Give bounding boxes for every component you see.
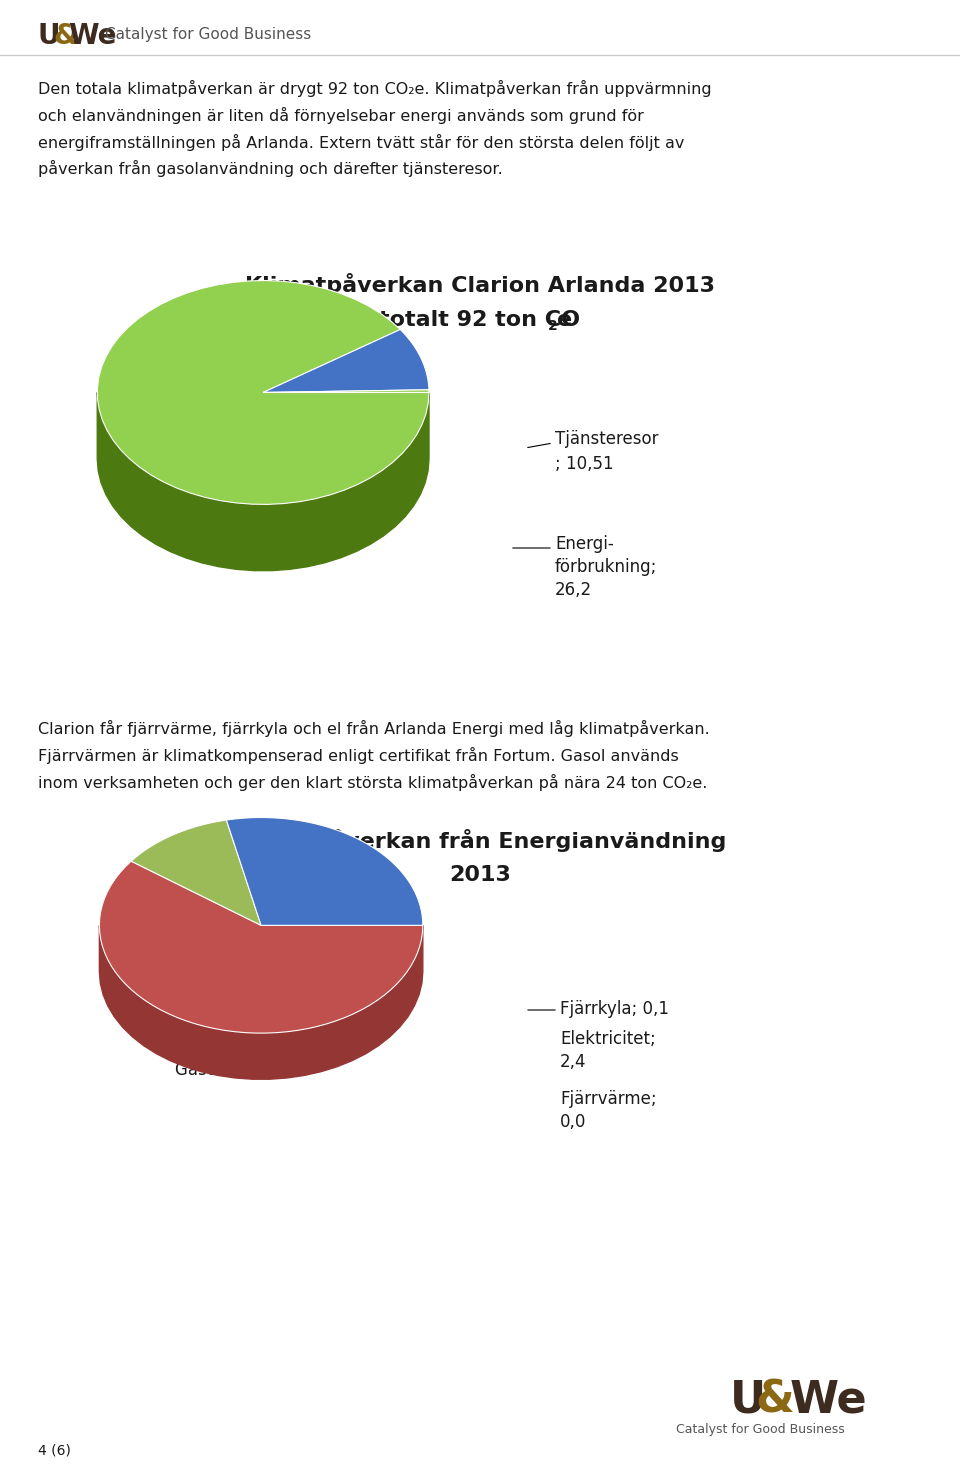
Polygon shape <box>263 390 429 392</box>
Text: Gasol; 23,8: Gasol; 23,8 <box>175 1060 270 1080</box>
Text: &: & <box>53 22 77 50</box>
Text: We: We <box>790 1379 868 1422</box>
Text: &: & <box>755 1379 794 1422</box>
Text: Fjärrvärme;: Fjärrvärme; <box>560 1090 657 1108</box>
Text: Klimatpåverkan från Energianvändning: Klimatpåverkan från Energianvändning <box>233 828 727 852</box>
Text: 0,0: 0,0 <box>560 1114 587 1131</box>
Polygon shape <box>97 392 429 570</box>
Text: U: U <box>38 22 60 50</box>
Polygon shape <box>263 329 429 392</box>
Polygon shape <box>100 926 422 1080</box>
Text: Energi-: Energi- <box>555 535 613 552</box>
Text: ; 10,51: ; 10,51 <box>555 455 613 472</box>
Polygon shape <box>97 280 429 505</box>
Text: Fjärrkyla; 0,1: Fjärrkyla; 0,1 <box>560 1000 669 1017</box>
Text: Catalyst for Good Business: Catalyst for Good Business <box>676 1423 845 1437</box>
Text: U: U <box>730 1379 766 1422</box>
Text: 2013: 2013 <box>449 865 511 886</box>
Text: totalt 92 ton CO: totalt 92 ton CO <box>379 310 581 330</box>
Text: Tjänsteresor: Tjänsteresor <box>555 429 659 447</box>
Polygon shape <box>227 818 422 926</box>
Text: Elektricitet;: Elektricitet; <box>560 1029 656 1049</box>
Text: Den totala klimatpåverkan är drygt 92 ton CO₂e. Klimatpåverkan från uppvärmning
: Den totala klimatpåverkan är drygt 92 to… <box>38 80 711 178</box>
Text: 2,4: 2,4 <box>560 1053 587 1071</box>
Text: 2: 2 <box>548 318 558 333</box>
Text: e: e <box>557 310 572 330</box>
Text: Tvätt; 55,4: Tvätt; 55,4 <box>195 481 286 499</box>
Text: 4 (6): 4 (6) <box>38 1442 71 1457</box>
Text: Klimatpåverkan Clarion Arlanda 2013: Klimatpåverkan Clarion Arlanda 2013 <box>245 274 715 296</box>
Text: 26,2: 26,2 <box>555 581 592 598</box>
Polygon shape <box>132 820 261 926</box>
Text: Clarion får fjärrvärme, fjärrkyla och el från Arlanda Energi med låg klimatpåver: Clarion får fjärrvärme, fjärrkyla och el… <box>38 720 709 791</box>
Polygon shape <box>100 860 422 1034</box>
Text: förbrukning;: förbrukning; <box>555 558 658 576</box>
Text: Catalyst for Good Business: Catalyst for Good Business <box>105 27 311 41</box>
Text: We: We <box>68 22 116 50</box>
